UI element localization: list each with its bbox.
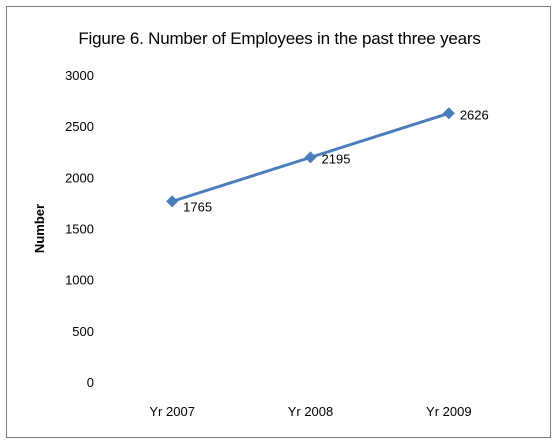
y-tick-label: 2000 [65, 170, 94, 185]
y-axis: 0 500 1000 1500 2000 2500 3000 [65, 68, 94, 390]
y-tick-label: 2500 [65, 119, 94, 134]
y-tick-label: 1500 [65, 222, 94, 237]
x-axis: Yr 2007 Yr 2008 Yr 2009 [149, 404, 471, 419]
data-label: 2195 [322, 151, 351, 166]
data-label: 1765 [183, 199, 212, 214]
chart-area: Figure 6. Number of Employees in the pas… [6, 6, 551, 438]
y-tick-label: 0 [87, 375, 94, 390]
data-point-marker [442, 107, 455, 120]
data-label: 2626 [460, 107, 489, 122]
data-point-marker [304, 151, 317, 164]
y-tick-label: 500 [72, 324, 94, 339]
chart-title: Figure 6. Number of Employees in the pas… [78, 29, 481, 48]
y-tick-label: 1000 [65, 273, 94, 288]
y-tick-label: 3000 [65, 68, 94, 83]
x-tick-label: Yr 2007 [149, 404, 195, 419]
data-point-marker [166, 195, 179, 208]
series-layer: 1765 2195 2626 [166, 107, 489, 214]
x-tick-label: Yr 2008 [288, 404, 334, 419]
y-axis-title: Number [32, 204, 47, 253]
x-tick-label: Yr 2009 [426, 404, 472, 419]
